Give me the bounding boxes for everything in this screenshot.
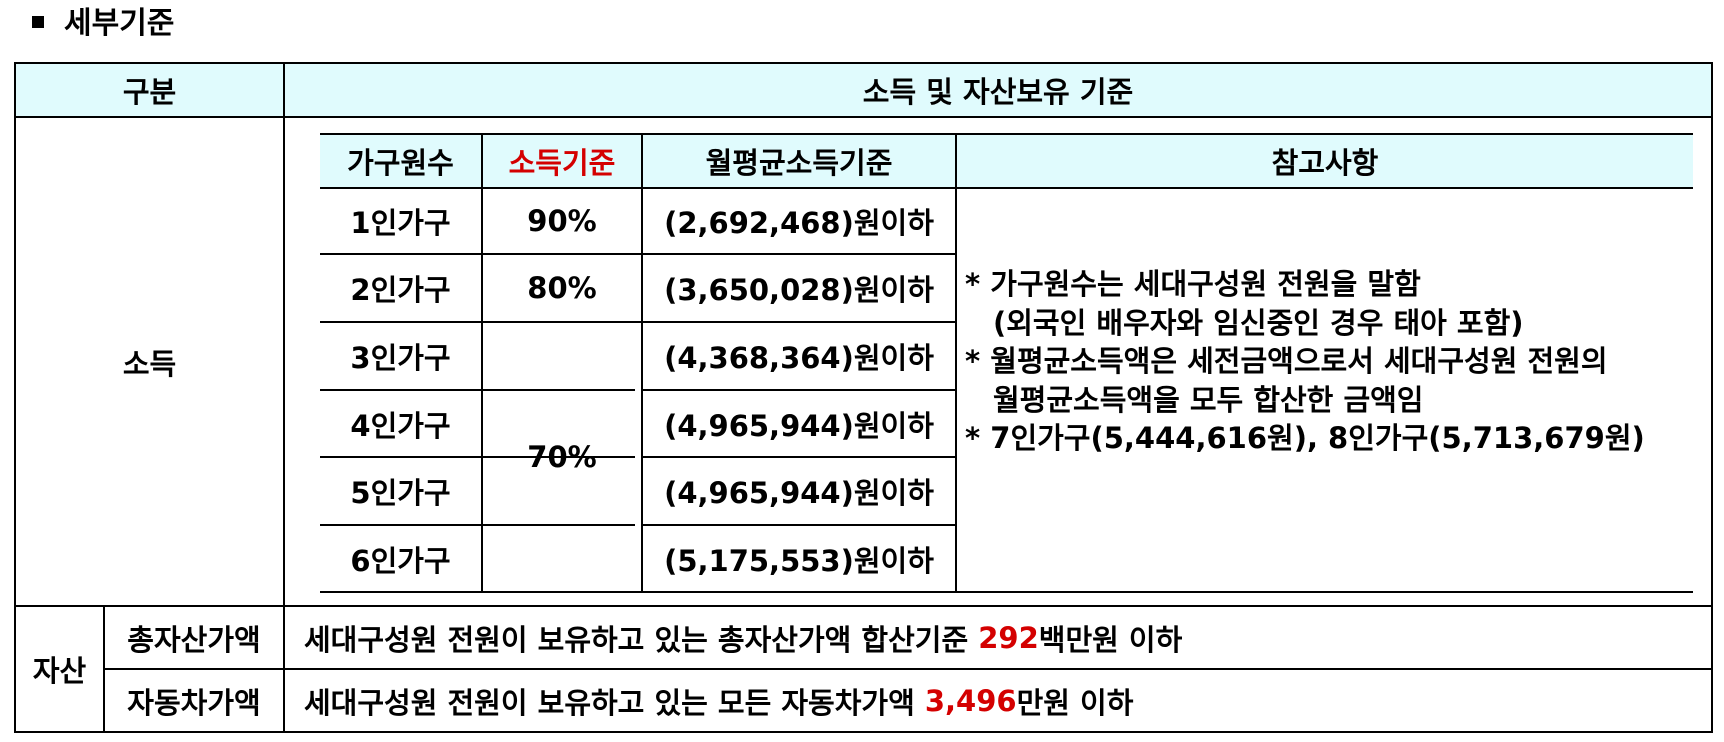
inner-header-bg (320, 134, 1693, 187)
amount-2: (3,650,028)원이하 (664, 273, 934, 307)
total-assets-unit: 백만원 이하 (1038, 622, 1183, 657)
assets-label: 자산 (32, 654, 87, 688)
household-3: 3인가구 (350, 341, 451, 375)
col-monthly-income: 월평균소득기준 (705, 146, 893, 180)
col-notes: 참고사항 (1271, 146, 1379, 180)
household-2: 2인가구 (350, 273, 451, 307)
car-assets-description: 세대구성원 전원이 보유하고 있는 모든 자동차가액 3,496 만원 이하 (304, 670, 1133, 731)
square-bullet-icon (32, 15, 44, 28)
household-6: 6인가구 (350, 543, 451, 578)
percent-2: 80% (527, 271, 597, 305)
heading-text: 세부기준 (64, 6, 175, 41)
amount-4: (4,965,944)원이하 (664, 408, 934, 443)
percent-1: 90% (527, 204, 597, 238)
amount-1: (2,692,468)원이하 (664, 206, 934, 240)
col-income-standard: 소득기준 (508, 146, 616, 180)
household-1: 1인가구 (350, 206, 451, 240)
note-line: (외국인 배우자와 임신중인 경우 태아 포함) (993, 305, 1524, 340)
amount-6: (5,175,553)원이하 (664, 543, 934, 578)
household-4: 4인가구 (350, 408, 451, 443)
note-line: * 가구원수는 세대구성원 전원을 말함 (965, 267, 1421, 301)
amount-5: (4,965,944)원이하 (664, 476, 934, 510)
total-assets-label: 총자산가액 (127, 622, 261, 657)
total-assets-description: 세대구성원 전원이 보유하고 있는 총자산가액 합산기준 292 백만원 이하 (304, 607, 1182, 668)
header-category: 구분 (122, 75, 177, 109)
car-assets-amount: 3,496 (924, 683, 1017, 718)
note-line: * 월평균소득액은 세전금액으로서 세대구성원 전원의 (965, 344, 1608, 378)
amount-3: (4,368,364)원이하 (664, 341, 934, 375)
note-line: 월평균소득액을 모두 합산한 금액임 (993, 382, 1424, 417)
col-household: 가구원수 (347, 146, 454, 180)
car-assets-label: 자동차가액 (127, 685, 261, 720)
outer-header-bg (15, 64, 1711, 117)
car-assets-text: 세대구성원 전원이 보유하고 있는 모든 자동차가액 (304, 685, 925, 720)
car-assets-unit: 만원 이하 (1016, 685, 1134, 720)
percent-3to6: 70% (527, 440, 597, 474)
header-criteria: 소득 및 자산보유 기준 (862, 75, 1134, 109)
total-assets-amount: 292 (978, 620, 1039, 655)
notes-block: * 가구원수는 세대구성원 전원을 말함 (외국인 배우자와 임신중인 경우 태… (965, 265, 1645, 458)
income-label: 소득 (122, 346, 177, 381)
total-assets-text: 세대구성원 전원이 보유하고 있는 총자산가액 합산기준 (304, 622, 979, 657)
note-line: * 7인가구(5,444,616원), 8인가구(5,713,679원) (965, 421, 1645, 455)
section-heading: 세부기준 (32, 4, 174, 44)
household-5: 5인가구 (350, 476, 451, 510)
